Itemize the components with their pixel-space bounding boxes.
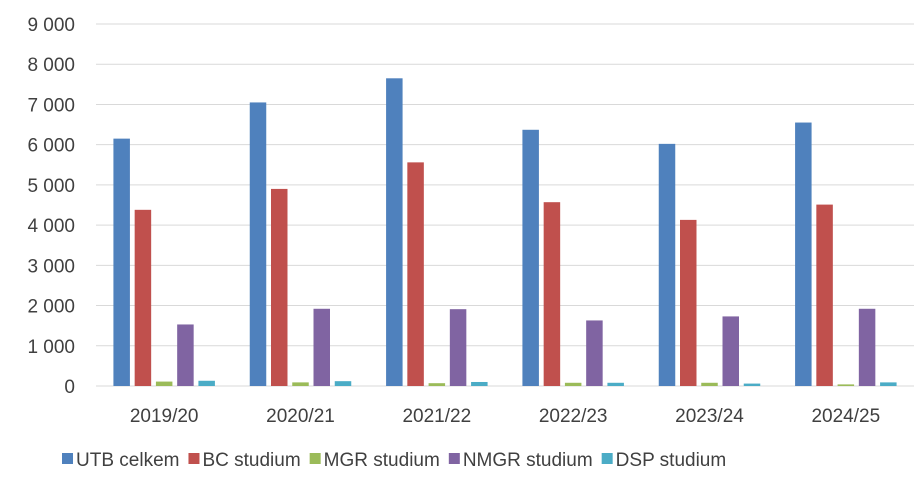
legend-label: UTB celkem <box>76 450 179 471</box>
y-tick-label: 9 000 <box>27 15 75 36</box>
y-tick-label: 5 000 <box>27 176 75 197</box>
bar <box>586 320 603 386</box>
bar <box>271 188 288 386</box>
bar <box>795 122 812 387</box>
bar <box>334 381 352 386</box>
bar <box>449 309 467 386</box>
bar <box>177 324 194 386</box>
bar <box>564 382 582 386</box>
x-tick-label: 2020/21 <box>266 406 335 427</box>
legend-swatch <box>601 453 613 464</box>
bar <box>858 308 876 386</box>
legend: UTB celkem BC studium MGR studium NMGR stud… <box>62 450 726 471</box>
bar <box>113 138 130 386</box>
bar <box>407 162 424 386</box>
x-tick-label: 2021/22 <box>402 406 471 427</box>
y-tick-label: 0 <box>64 377 75 398</box>
y-tick-label: 2 000 <box>27 297 75 318</box>
bar <box>607 382 624 386</box>
bar <box>880 382 897 386</box>
legend-swatch <box>62 453 73 464</box>
x-tick-label: 2024/25 <box>811 406 880 427</box>
legend-swatch <box>188 453 200 464</box>
legend-label: DSP studium <box>616 450 727 471</box>
bar <box>428 383 446 386</box>
bar <box>134 209 152 386</box>
bar <box>471 381 488 386</box>
y-tick-label: 4 000 <box>27 216 75 237</box>
legend-label: MGR studium <box>324 450 440 471</box>
y-tick-label: 1 000 <box>27 337 75 358</box>
y-tick-label: 7 000 <box>27 95 75 116</box>
x-tick-label: 2023/24 <box>675 406 744 427</box>
bar <box>837 384 855 386</box>
y-tick-label: 3 000 <box>27 256 75 277</box>
bar <box>816 204 833 386</box>
x-tick-label: 2022/23 <box>539 406 608 427</box>
bar <box>386 78 403 387</box>
bar <box>249 102 267 386</box>
bar <box>658 143 676 386</box>
bar <box>680 219 697 386</box>
x-tick-label: 2019/20 <box>130 406 199 427</box>
legend-label: BC studium <box>202 450 300 471</box>
bar <box>701 382 718 386</box>
x-axis-tick-labels: 2019/20 2020/21 2021/22 2022/23 2023/24 2024/… <box>130 406 880 427</box>
y-tick-label: 6 000 <box>27 136 75 157</box>
bar <box>155 381 173 386</box>
bar <box>722 316 739 386</box>
bar <box>522 129 539 387</box>
legend-label: NMGR studium <box>463 450 593 471</box>
bar <box>313 308 330 386</box>
bar <box>543 202 561 386</box>
gridlines <box>96 23 914 387</box>
y-axis-tick-labels: 0 1 000 2 000 3 000 4 000 5 000 6 000 7 000 8 00… <box>27 15 75 398</box>
bar <box>743 383 761 386</box>
legend-swatch <box>309 453 321 464</box>
bar <box>292 382 309 386</box>
bars <box>113 78 897 387</box>
bar <box>198 380 215 386</box>
y-tick-label: 8 000 <box>27 55 75 76</box>
legend-swatch <box>448 453 460 464</box>
